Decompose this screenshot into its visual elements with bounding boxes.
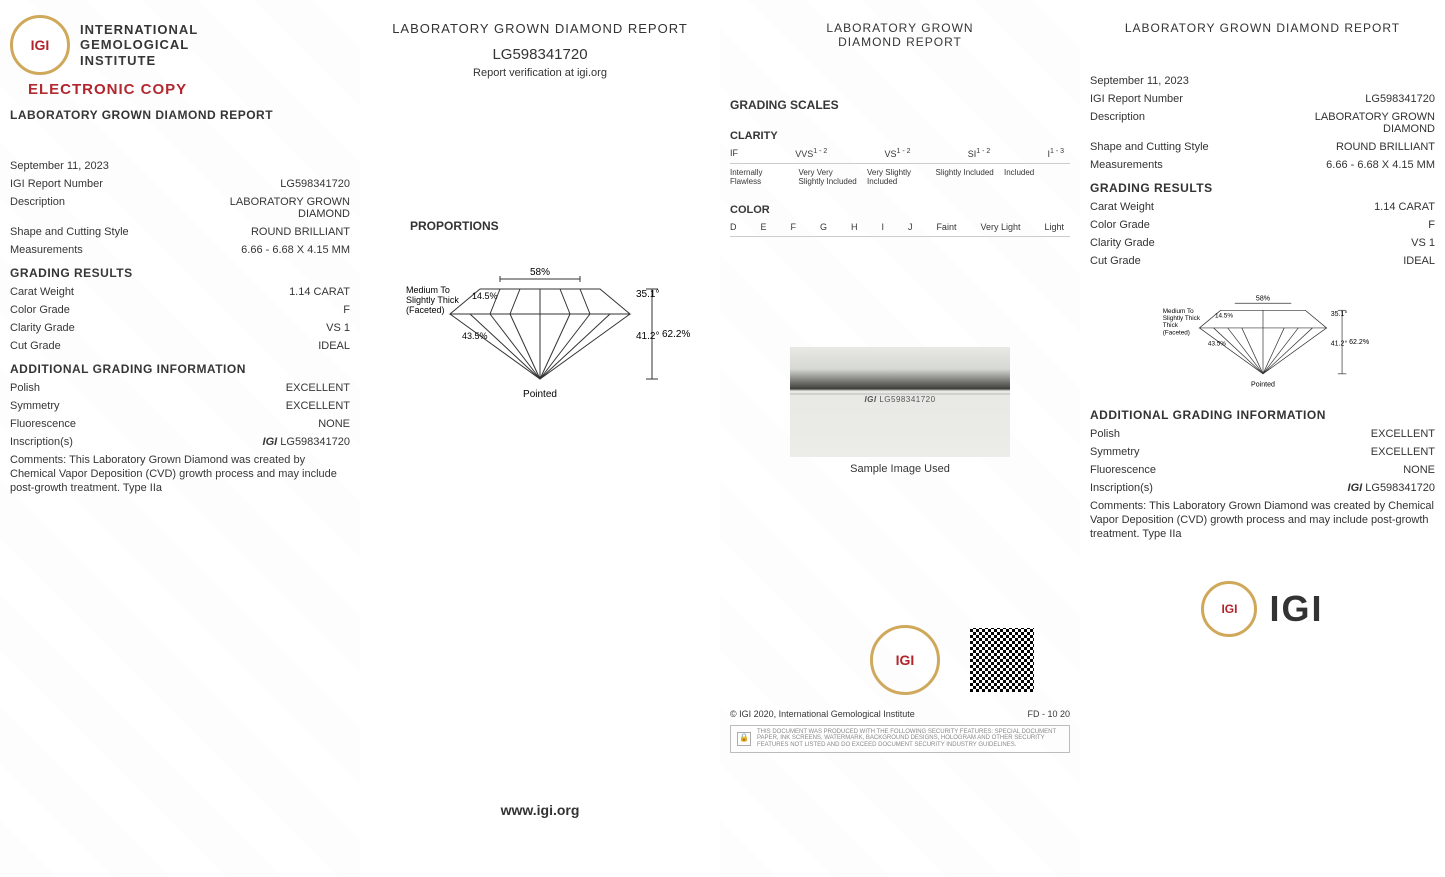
cutgrade-value: IDEAL — [318, 340, 350, 352]
girdle-c: (Faceted) — [406, 305, 445, 315]
girdle-a: Medium To — [406, 285, 450, 295]
colorgrade-value: F — [343, 304, 350, 316]
lock-icon: 🔒 — [737, 732, 751, 746]
sym-label: Symmetry — [10, 400, 60, 412]
culet: Pointed — [523, 389, 557, 400]
svg-text:14.5%: 14.5% — [1215, 312, 1233, 319]
qr-code-icon — [970, 628, 1034, 692]
fluor-value: NONE — [318, 418, 350, 430]
insc-label: Inscription(s) — [10, 436, 73, 448]
meas-label: Measurements — [10, 244, 83, 256]
report-title: LABORATORY GROWN DIAMOND REPORT — [10, 108, 350, 122]
p4-comments: Comments: This Laboratory Grown Diamond … — [1090, 500, 1435, 541]
p4-desc-value: LABORATORY GROWNDIAMOND — [1315, 111, 1435, 135]
polish-label: Polish — [10, 382, 40, 394]
p4-igirn-label: IGI Report Number — [1090, 93, 1183, 105]
cutgrade-label: Cut Grade — [10, 340, 61, 352]
table-pct: 58% — [530, 267, 550, 278]
fluor-label: Fluorescence — [10, 418, 76, 430]
grading-scales-title: GRADING SCALES — [730, 98, 1070, 112]
comments: Comments: This Laboratory Grown Diamond … — [10, 454, 350, 495]
svg-text:43.5%: 43.5% — [1207, 341, 1225, 348]
p4-shape-value: ROUND BRILLIANT — [1336, 141, 1435, 153]
svg-text:58%: 58% — [1255, 295, 1270, 302]
org-name-line3: INSTITUTE — [80, 53, 198, 69]
clarity-title: CLARITY — [730, 130, 1070, 142]
svg-text:Pointed: Pointed — [1251, 382, 1275, 389]
verify-text: Report verification at igi.org — [370, 67, 710, 79]
p4-date: September 11, 2023 — [1090, 75, 1189, 87]
igi-seal-icon: IGI — [10, 15, 70, 75]
seal-qr-block: IGI — [870, 625, 1070, 695]
shape-value: ROUND BRILLIANT — [251, 226, 350, 238]
crown-angle: 35.1° — [636, 289, 659, 300]
p4-grading-results: GRADING RESULTS — [1090, 181, 1435, 195]
svg-text:Slightly Thick: Slightly Thick — [1162, 315, 1200, 322]
color-scale: D E F G H I J Faint Very Light Light — [730, 222, 1070, 232]
seal-text: IGI — [31, 37, 50, 53]
security-text: THIS DOCUMENT WAS PRODUCED WITH THE FOLL… — [757, 729, 1063, 749]
electronic-copy-label: ELECTRONIC COPY — [28, 81, 350, 98]
svg-text:35.1°: 35.1° — [1330, 310, 1347, 318]
copyright-line: © IGI 2020, International Gemological In… — [730, 709, 1070, 719]
p4-desc-label: Description — [1090, 111, 1145, 135]
igi-brand-text: IGI — [1269, 588, 1323, 630]
proportions-title: PROPORTIONS — [410, 219, 710, 233]
report-number: LG598341720 — [370, 46, 710, 63]
svg-text:Thick: Thick — [1162, 322, 1178, 329]
svg-text:41.2°: 41.2° — [1330, 340, 1347, 348]
sample-overlay: IGI LG598341720 — [864, 395, 935, 404]
girdle-b: Slightly Thick — [406, 295, 459, 305]
carat-value: 1.14 CARAT — [289, 286, 350, 298]
org-logo-block: IGI INTERNATIONAL GEMOLOGICAL INSTITUTE — [10, 15, 350, 75]
polish-value: EXCELLENT — [286, 382, 350, 394]
svg-text:Medium To: Medium To — [1162, 308, 1193, 315]
crown-ht: 14.5% — [472, 291, 498, 301]
clarity-scale-heads: IF VVS1 - 2 VS1 - 2 SI1 - 2 I1 - 3 — [730, 148, 1070, 159]
colorgrade-label: Color Grade — [10, 304, 70, 316]
diamond-diagram: 58% 35.1° 41.2° 62.2% Medium To Slightly… — [390, 239, 690, 409]
desc-label: Description — [10, 196, 65, 220]
report-title-center: LABORATORY GROWN DIAMOND REPORT — [370, 21, 710, 36]
p4-diamond-diagram: 58% 35.1° 41.2° 62.2% Medium To Slightly… — [1090, 275, 1435, 398]
p4-meas-value: 6.66 - 6.68 X 4.15 MM — [1326, 159, 1435, 171]
igi-seal-p4-icon: IGI — [1201, 581, 1257, 637]
sym-value: EXCELLENT — [286, 400, 350, 412]
insc-value: IGI LG598341720 — [263, 436, 350, 448]
p4-igirn-value: LG598341720 — [1365, 93, 1435, 105]
igi-brand-block: IGI IGI — [1090, 581, 1435, 637]
claritygrade-value: VS 1 — [326, 322, 350, 334]
pav-ht: 43.5% — [462, 331, 488, 341]
igi-seal-large-icon: IGI — [870, 625, 940, 695]
security-bar: 🔒 THIS DOCUMENT WAS PRODUCED WITH THE FO… — [730, 725, 1070, 753]
svg-text:(Faceted): (Faceted) — [1162, 329, 1189, 336]
clarity-scale-desc: Internally Flawless Very Very Slightly I… — [730, 168, 1070, 186]
p4-additional: ADDITIONAL GRADING INFORMATION — [1090, 408, 1435, 422]
desc-value: LABORATORY GROWN DIAMOND — [230, 196, 350, 220]
grading-results-title: GRADING RESULTS — [10, 266, 350, 280]
org-name: INTERNATIONAL GEMOLOGICAL INSTITUTE — [80, 22, 198, 69]
sample-image: IGI LG598341720 — [790, 347, 1010, 457]
depth-pct: 62.2% — [662, 329, 690, 340]
meas-value: 6.66 - 6.68 X 4.15 MM — [241, 244, 350, 256]
svg-text:62.2%: 62.2% — [1349, 339, 1370, 346]
claritygrade-label: Clarity Grade — [10, 322, 75, 334]
report-title-p4: LABORATORY GROWN DIAMOND REPORT — [1090, 21, 1435, 35]
p4-shape-label: Shape and Cutting Style — [1090, 141, 1209, 153]
report-date: September 11, 2023 — [10, 160, 109, 172]
carat-label: Carat Weight — [10, 286, 74, 298]
org-name-line1: INTERNATIONAL — [80, 22, 198, 38]
shape-label: Shape and Cutting Style — [10, 226, 129, 238]
color-title: COLOR — [730, 204, 1070, 216]
sample-caption: Sample Image Used — [730, 463, 1070, 475]
igirn-label: IGI Report Number — [10, 178, 103, 190]
org-name-line2: GEMOLOGICAL — [80, 37, 198, 53]
pav-angle: 41.2° — [636, 331, 659, 342]
igirn-value: LG598341720 — [280, 178, 350, 190]
p4-meas-label: Measurements — [1090, 159, 1163, 171]
additional-title: ADDITIONAL GRADING INFORMATION — [10, 362, 350, 376]
report-title-2line: LABORATORY GROWN DIAMOND REPORT — [730, 21, 1070, 50]
site-url: www.igi.org — [370, 802, 710, 818]
